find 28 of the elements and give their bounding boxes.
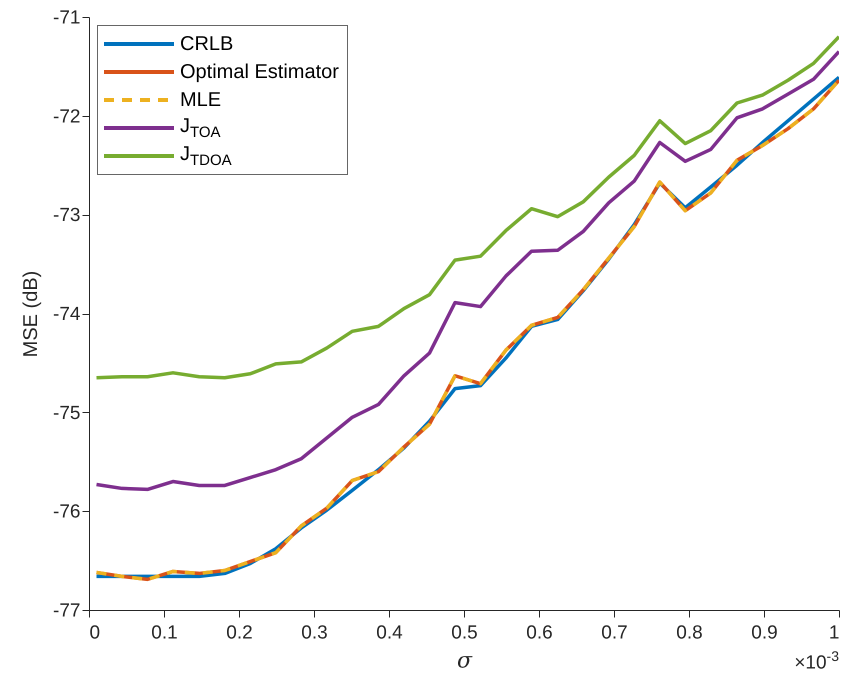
x-tick-label: 0.4: [376, 622, 404, 644]
y-tick-label: -71: [53, 8, 80, 28]
x-tick-label: 1: [828, 622, 840, 644]
x-tick-label: 0.2: [226, 622, 253, 644]
x-tick-label: 0.5: [451, 622, 478, 644]
x-tick-label: 0.6: [526, 622, 553, 644]
x-tick-label: 0.7: [601, 622, 628, 644]
x-tick-label: 0.1: [151, 622, 178, 644]
y-tick-label: -74: [53, 304, 81, 325]
line-series: [94, 50, 839, 492]
y-tick-label: -72: [53, 106, 80, 128]
y-axis-title: MSE (dB): [20, 270, 42, 358]
text: ×10$^{-3}$: [794, 648, 839, 674]
legend-label: Optimal Estimator: [180, 60, 339, 84]
y-tick-label: -77: [53, 600, 80, 622]
legend-label: J$_{TOA}$: [180, 115, 221, 141]
x-tick-label: 0.9: [751, 622, 778, 644]
y-tick-label: -76: [53, 502, 80, 523]
legend-label: MLE: [180, 88, 222, 112]
x-axis-title: σ: [456, 648, 473, 674]
x-tick-label: 0.3: [301, 622, 328, 644]
legend-label: J$_{TDOA}$: [180, 143, 232, 169]
y-tick-label: -73: [53, 205, 80, 226]
y-tick-label: -75: [53, 402, 80, 424]
legend-label: CRLB: [180, 32, 234, 56]
x-tick-label: 0.8: [676, 622, 703, 644]
x-tick-label: 0: [90, 622, 100, 644]
line-series: [94, 35, 839, 380]
